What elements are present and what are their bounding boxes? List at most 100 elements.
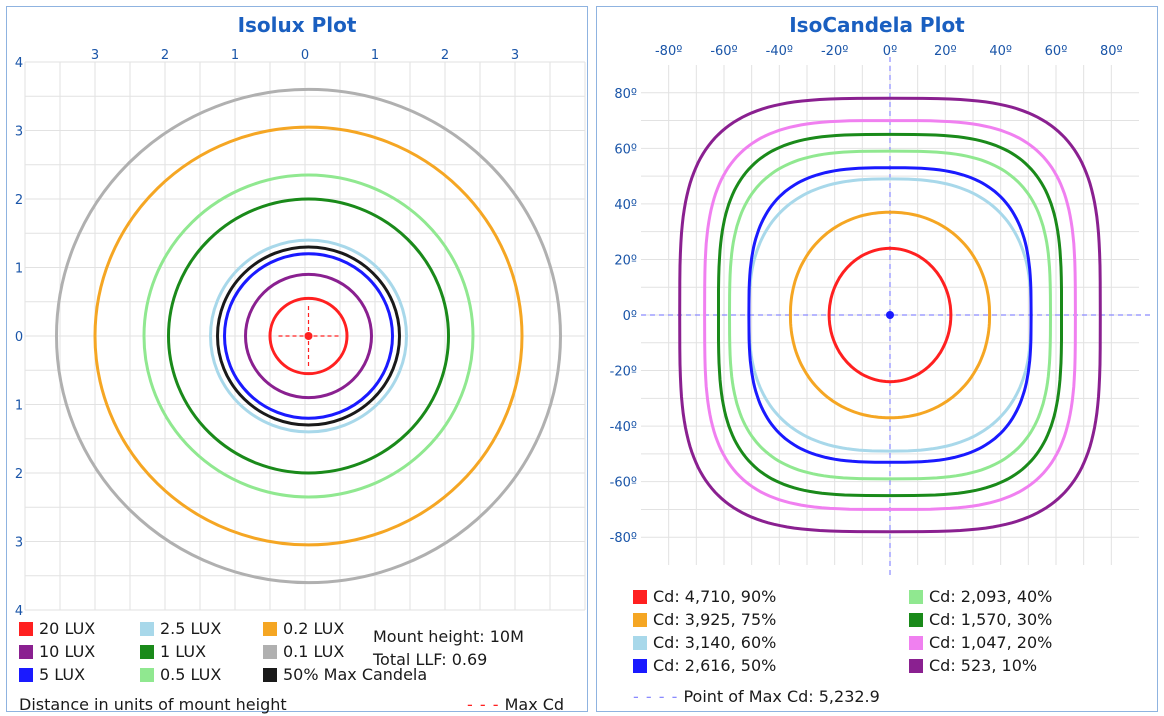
isolux-contour — [244, 272, 373, 400]
max-cd-legend: - - - Max Cd — [467, 695, 565, 714]
y-tick-label: 1 — [15, 262, 23, 277]
y-tick-label: 4 — [15, 604, 23, 619]
isolux-plot: 3 2 1 0 1 2 3 4 3 2 1 0 1 2 3 4 — [15, 48, 586, 619]
isolux-contour — [55, 87, 562, 585]
legend-label: 5 LUX — [39, 665, 86, 684]
y-tick-label: 4 — [15, 56, 23, 71]
x-tick-label: 80º — [1100, 44, 1123, 59]
y-tick-label: -60º — [610, 476, 637, 491]
isocandela-contour — [747, 166, 1033, 464]
point-max-cd-label: Point of Max Cd: 5,232.9 — [683, 687, 880, 706]
x-tick-label: 40º — [989, 44, 1012, 59]
isolux-panel: Isolux Plot 3 2 1 0 1 2 3 4 3 2 1 0 1 2 3 4 20 LUX 10 LU… — [6, 6, 588, 714]
y-tick-label: 0º — [623, 309, 637, 324]
x-tick-label: 2 — [161, 48, 169, 63]
legend-swatch — [140, 645, 154, 659]
legend-label: 10 LUX — [39, 642, 96, 661]
max-cd-label: Max Cd — [504, 695, 565, 714]
legend-item: Cd: 2,616, 50% — [633, 656, 776, 675]
legend-swatch — [263, 668, 277, 682]
legend-label: 2.5 LUX — [160, 619, 222, 638]
isolux-contour — [142, 173, 475, 499]
legend-swatch — [909, 659, 923, 673]
x-tick-label: 60º — [1045, 44, 1068, 59]
isolux-contour — [268, 296, 349, 376]
point-max-cd-legend: - - - - Point of Max Cd: 5,232.9 — [633, 687, 880, 706]
legend-item: Cd: 1,570, 30% — [909, 610, 1052, 629]
legend-item: 0.2 LUX — [263, 619, 344, 638]
y-tick-label: 60º — [614, 142, 637, 157]
isolux-title: Isolux Plot — [237, 13, 357, 37]
legend-item: Cd: 4,710, 90% — [633, 587, 776, 606]
legend-item: 2.5 LUX — [140, 619, 221, 638]
isolux-contour — [223, 252, 394, 420]
legend-item: 5 LUX — [19, 665, 85, 684]
isocandela-contour — [703, 119, 1077, 511]
legend-swatch — [633, 590, 647, 604]
isocandela-contour — [727, 149, 1053, 481]
y-tick-label: 20º — [614, 253, 637, 268]
x-tick-label: -40º — [766, 44, 793, 59]
legend-swatch — [19, 668, 33, 682]
legend-swatch — [19, 645, 33, 659]
isolux-contour — [93, 125, 524, 547]
isocandela-panel: IsoCandela Plot -80º -60º -40º -20º 0º 20º 40º… — [596, 6, 1158, 712]
legend-swatch — [263, 645, 277, 659]
legend-item: 0.5 LUX — [140, 665, 221, 684]
isocandela-title: IsoCandela Plot — [789, 13, 965, 37]
legend-label: Cd: 2,093, 40% — [929, 587, 1053, 606]
legend-swatch — [19, 622, 33, 636]
legend-swatch — [263, 622, 277, 636]
legend-swatch — [909, 590, 923, 604]
x-tick-label: 1 — [371, 48, 379, 63]
legend-item: Cd: 2,093, 40% — [909, 587, 1052, 606]
y-tick-label: 2 — [15, 467, 23, 482]
legend-label: Cd: 4,710, 90% — [653, 587, 777, 606]
y-tick-label: 2 — [15, 193, 23, 208]
y-tick-label: 3 — [15, 125, 23, 140]
isocandela-plot: -80º -60º -40º -20º 0º 20º 40º 60º 80º 80º 60º 40º 2… — [610, 44, 1153, 579]
legend-label: 0.5 LUX — [160, 665, 222, 684]
x-tick-label: -60º — [710, 44, 737, 59]
legend-item: 10 LUX — [19, 642, 95, 661]
isocandela-contour — [788, 210, 992, 420]
y-tick-label: -80º — [610, 531, 637, 546]
legend-label: 20 LUX — [39, 619, 96, 638]
mount-height-note: Mount height: 10M — [373, 627, 524, 646]
x-tick-label: 0º — [883, 44, 897, 59]
legend-swatch — [909, 613, 923, 627]
isocandela-contour — [717, 132, 1063, 498]
y-tick-label: 0 — [15, 330, 23, 345]
max-cd-point — [304, 332, 313, 340]
x-tick-label: 20º — [934, 44, 957, 59]
legend-item: Cd: 1,047, 20% — [909, 633, 1052, 652]
legend-item: Cd: 3,140, 60% — [633, 633, 776, 652]
isolux-contour — [209, 238, 408, 434]
y-tick-label: 40º — [614, 198, 637, 213]
legend-label: 50% Max Candela — [283, 665, 428, 684]
legend-swatch — [140, 622, 154, 636]
legend-label: 0.2 LUX — [283, 619, 345, 638]
legend-swatch — [633, 659, 647, 673]
x-tick-label: 3 — [91, 48, 99, 63]
x-tick-label: 3 — [511, 48, 519, 63]
legend-label: Cd: 3,925, 75% — [653, 610, 777, 629]
x-tick-label: 1 — [231, 48, 239, 63]
y-tick-label: -40º — [610, 420, 637, 435]
legend-label: Cd: 1,570, 30% — [929, 610, 1053, 629]
legend-label: Cd: 2,616, 50% — [653, 656, 777, 675]
isocandela-contour — [827, 246, 953, 384]
legend-swatch — [633, 613, 647, 627]
isocandela-contour — [678, 96, 1102, 534]
x-tick-label: -20º — [821, 44, 848, 59]
x-tick-label: -80º — [655, 44, 682, 59]
isolux-xlabel: Distance in units of mount height — [19, 695, 287, 714]
legend-label: 0.1 LUX — [283, 642, 345, 661]
legend-swatch — [909, 636, 923, 650]
legend-item: Cd: 3,925, 75% — [633, 610, 776, 629]
legend-label: Cd: 3,140, 60% — [653, 633, 777, 652]
x-tick-label: 0 — [301, 48, 309, 63]
legend-item: 1 LUX — [140, 642, 206, 661]
legend-item: 50% Max Candela — [263, 665, 427, 684]
legend-swatch — [633, 636, 647, 650]
